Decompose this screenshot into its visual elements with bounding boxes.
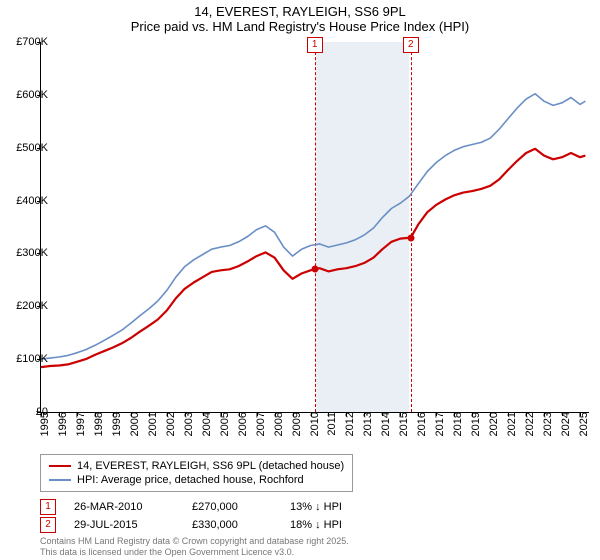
- price-chart: 1995199619971998199920002001200220032004…: [40, 42, 589, 413]
- legend-item: HPI: Average price, detached house, Roch…: [49, 473, 344, 487]
- legend-label: 14, EVEREST, RAYLEIGH, SS6 9PL (detached…: [77, 460, 344, 472]
- x-tick-label: 2016: [416, 412, 420, 436]
- sale-price: £270,000: [192, 501, 272, 513]
- x-tick-label: 1998: [93, 412, 97, 436]
- y-tick-label: £300K: [3, 247, 48, 259]
- x-tick-label: 2007: [255, 412, 259, 436]
- x-tick-label: 2023: [542, 412, 546, 436]
- legend-swatch: [49, 465, 71, 467]
- x-tick-label: 2011: [326, 412, 330, 436]
- x-tick-label: 2005: [219, 412, 223, 436]
- x-tick-label: 2019: [470, 412, 474, 436]
- sale-row: 1 26-MAR-2010 £270,000 13% ↓ HPI: [40, 498, 390, 516]
- sale-delta: 13% ↓ HPI: [290, 501, 390, 513]
- y-tick-label: £400K: [3, 195, 48, 207]
- sales-table: 1 26-MAR-2010 £270,000 13% ↓ HPI 2 29-JUL-201…: [40, 498, 390, 534]
- sale-id-box: 2: [40, 517, 56, 533]
- x-tick-label: 1996: [57, 412, 61, 436]
- x-tick-label: 2008: [273, 412, 277, 436]
- chart-lines: [41, 42, 589, 412]
- x-tick-label: 2015: [398, 412, 402, 436]
- x-tick-label: 2021: [506, 412, 510, 436]
- x-tick-label: 2014: [380, 412, 384, 436]
- y-tick-label: £0: [3, 406, 48, 418]
- x-tick-label: 1997: [75, 412, 79, 436]
- x-tick-label: 2022: [524, 412, 528, 436]
- legend: 14, EVEREST, RAYLEIGH, SS6 9PL (detached…: [40, 454, 353, 492]
- x-tick-label: 2018: [452, 412, 456, 436]
- title-block: 14, EVEREST, RAYLEIGH, SS6 9PL Price pai…: [0, 0, 600, 34]
- title-address: 14, EVEREST, RAYLEIGH, SS6 9PL: [0, 4, 600, 19]
- sale-delta: 18% ↓ HPI: [290, 519, 390, 531]
- x-tick-label: 2017: [434, 412, 438, 436]
- x-tick-label: 2020: [488, 412, 492, 436]
- y-tick-label: £200K: [3, 300, 48, 312]
- y-tick-label: £100K: [3, 353, 48, 365]
- sale-point: [407, 234, 414, 241]
- x-tick-label: 2012: [344, 412, 348, 436]
- x-tick-label: 2000: [129, 412, 133, 436]
- sale-date: 26-MAR-2010: [74, 501, 174, 513]
- x-tick-label: 2009: [291, 412, 295, 436]
- legend-item: 14, EVEREST, RAYLEIGH, SS6 9PL (detached…: [49, 459, 344, 473]
- footer-line2: This data is licensed under the Open Gov…: [40, 547, 349, 558]
- sale-point: [311, 266, 318, 273]
- sale-price: £330,000: [192, 519, 272, 531]
- sale-id-box: 1: [40, 499, 56, 515]
- footer-attribution: Contains HM Land Registry data © Crown c…: [40, 536, 349, 558]
- x-tick-label: 2004: [201, 412, 205, 436]
- x-tick-label: 2010: [309, 412, 313, 436]
- x-tick-label: 1999: [111, 412, 115, 436]
- sale-date: 29-JUL-2015: [74, 519, 174, 531]
- x-tick-label: 2013: [362, 412, 366, 436]
- footer-line1: Contains HM Land Registry data © Crown c…: [40, 536, 349, 547]
- x-tick-label: 2002: [165, 412, 169, 436]
- x-tick-label: 2001: [147, 412, 151, 436]
- sale-row: 2 29-JUL-2015 £330,000 18% ↓ HPI: [40, 516, 390, 534]
- x-tick-label: 2024: [560, 412, 564, 436]
- legend-label: HPI: Average price, detached house, Roch…: [77, 474, 304, 486]
- y-tick-label: £500K: [3, 142, 48, 154]
- legend-swatch: [49, 479, 71, 481]
- x-tick-label: 2003: [183, 412, 187, 436]
- title-subtitle: Price paid vs. HM Land Registry's House …: [0, 19, 600, 34]
- y-tick-label: £600K: [3, 89, 48, 101]
- x-tick-label: 2025: [578, 412, 582, 436]
- y-tick-label: £700K: [3, 36, 48, 48]
- x-tick-label: 2006: [237, 412, 241, 436]
